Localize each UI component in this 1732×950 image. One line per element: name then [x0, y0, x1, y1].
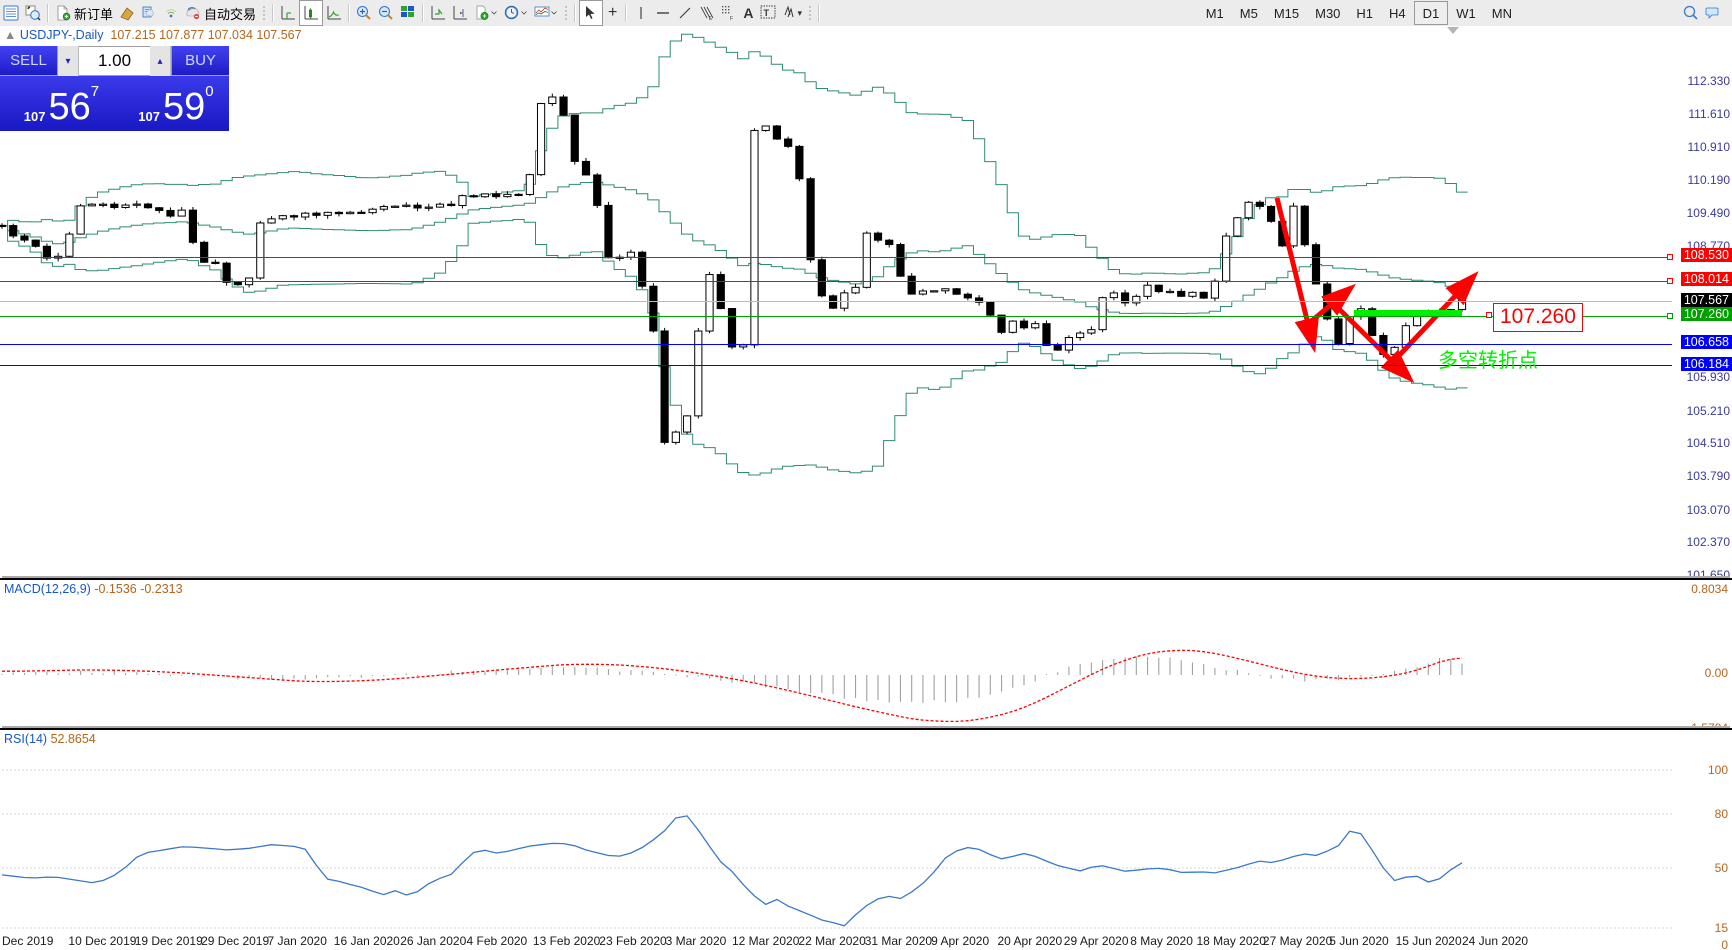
svg-text:F: F: [730, 16, 733, 21]
svg-text:T: T: [763, 8, 769, 18]
